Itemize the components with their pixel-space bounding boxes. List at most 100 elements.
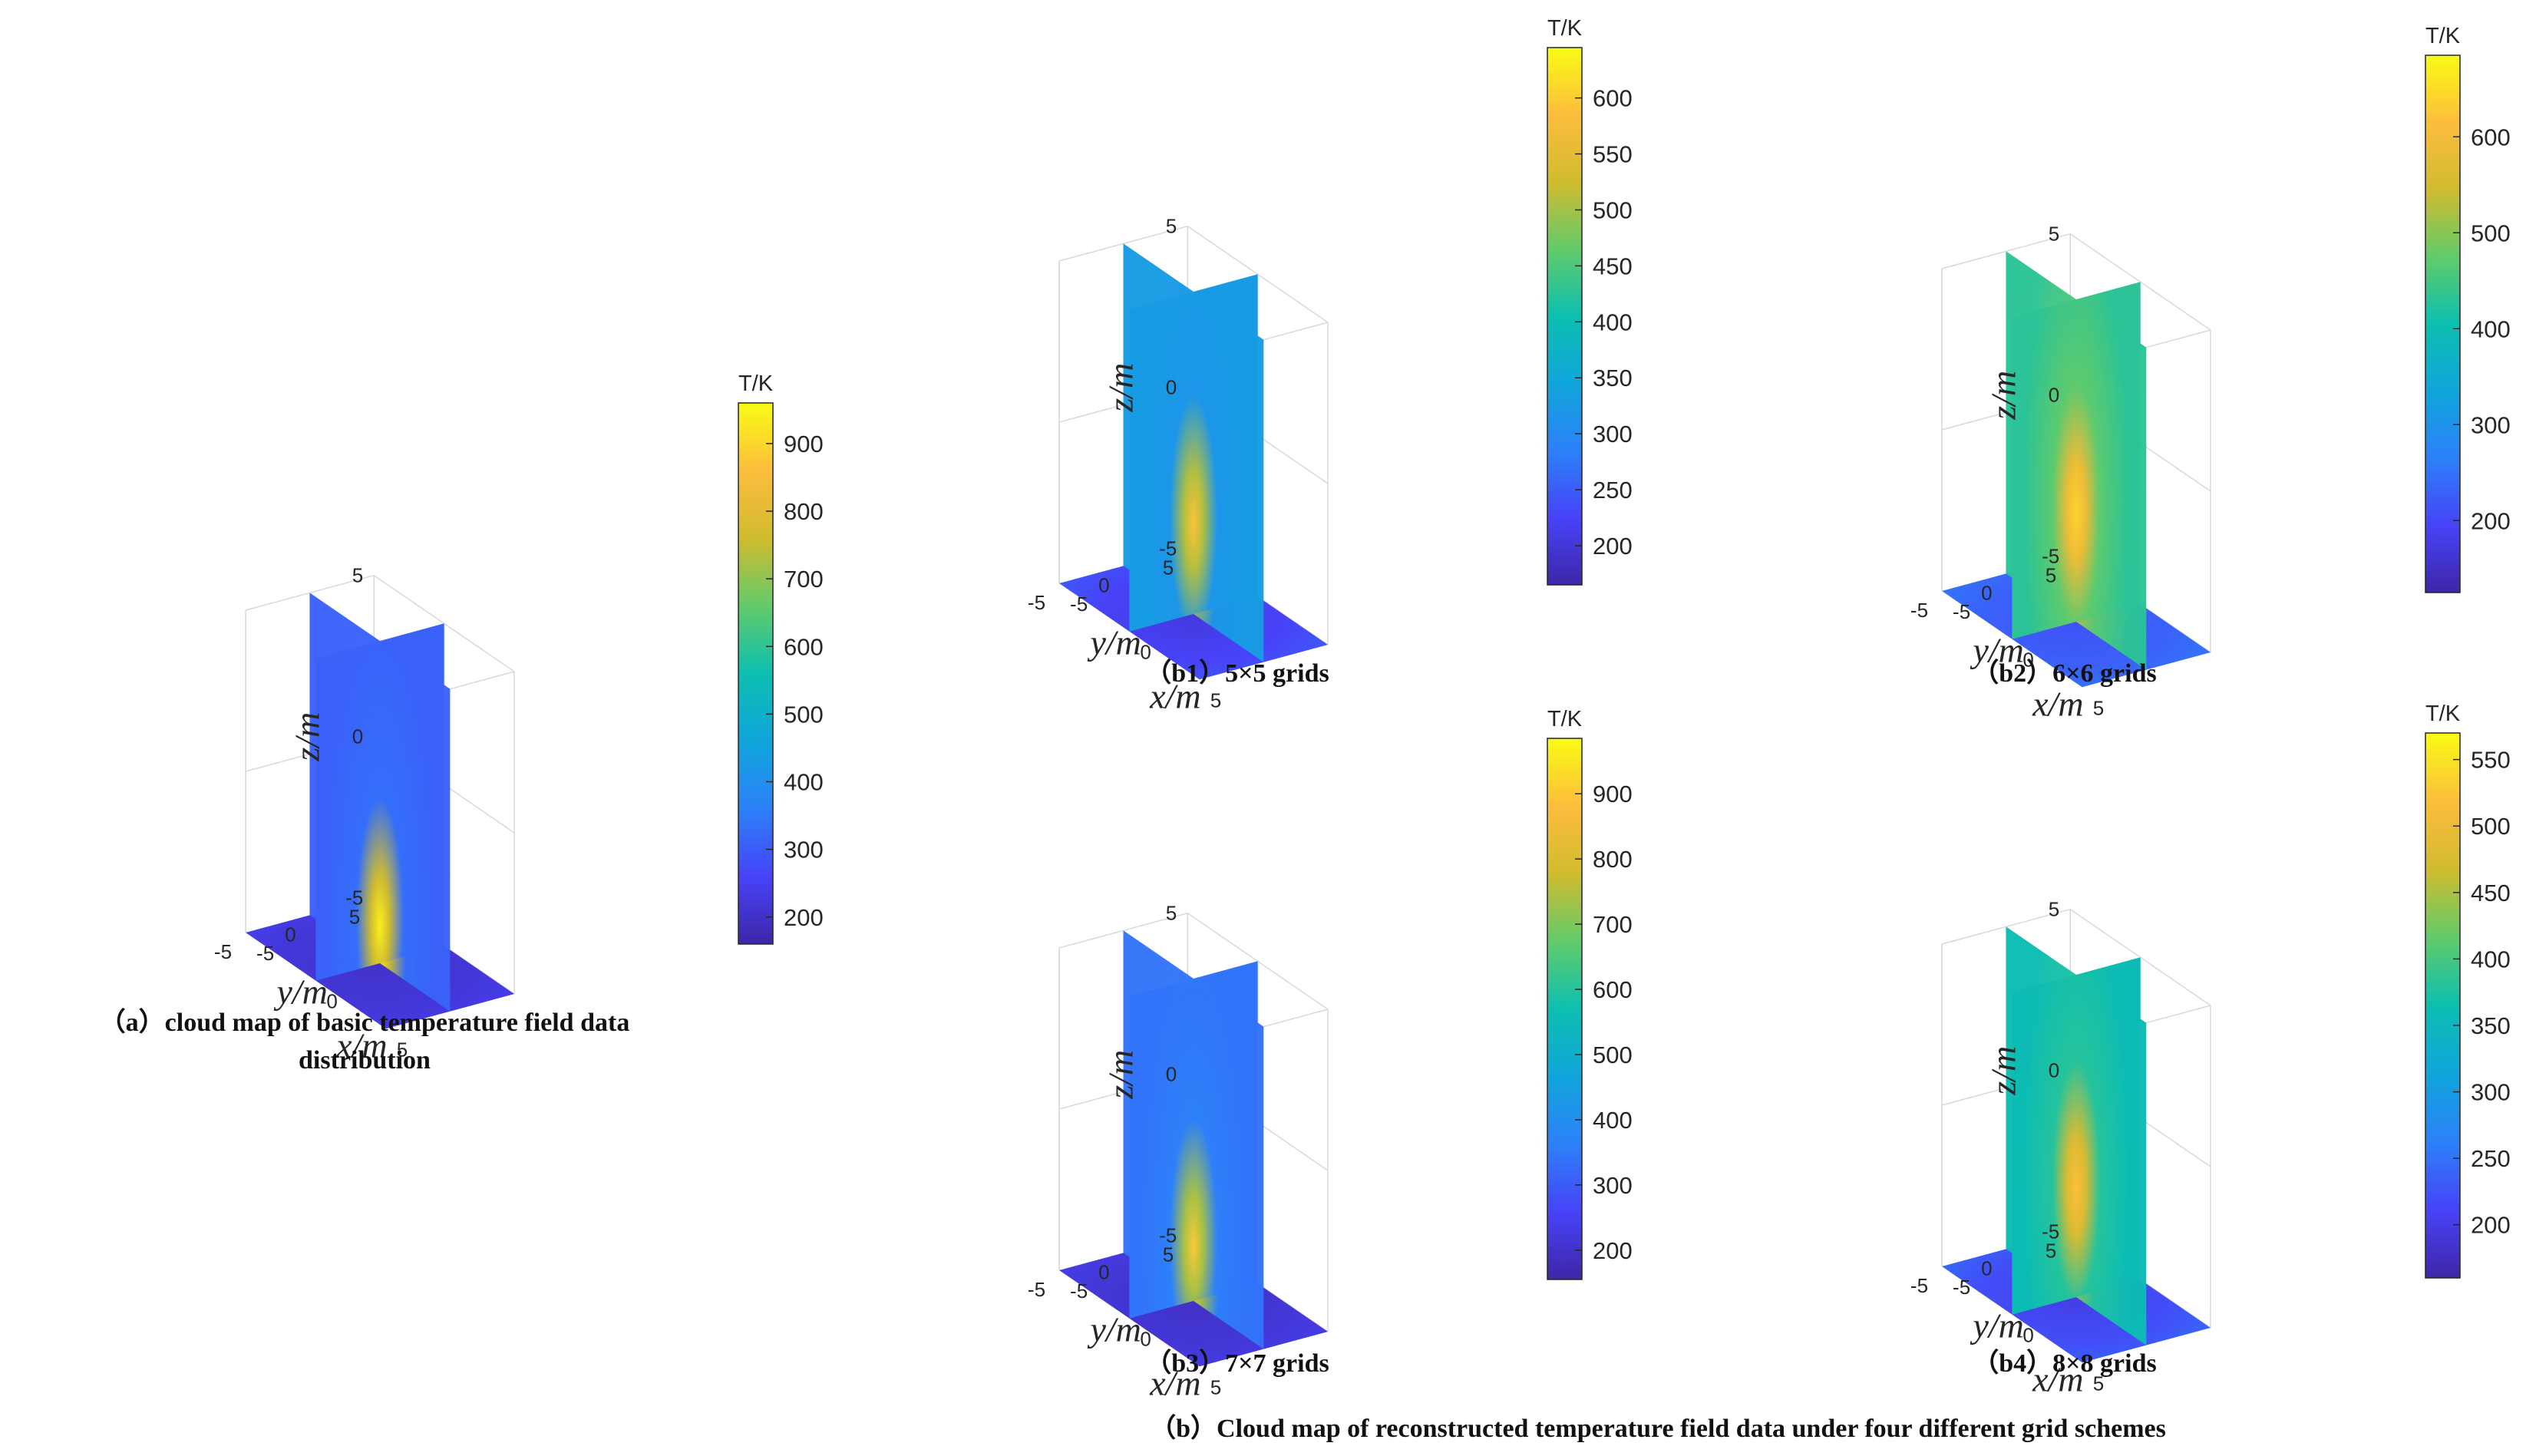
y-tick-label: 5 <box>1163 1243 1174 1266</box>
z-tick-label: 5 <box>2049 898 2059 921</box>
panel-caption: （b4）8×8 grids <box>1973 1348 2156 1378</box>
colorbar: T/K 200 250 300 350 400 450 500 550 600 <box>1547 16 1633 586</box>
x-tick-label: 0 <box>2022 1324 2033 1347</box>
colorbar-tick-label: 500 <box>1593 1042 1633 1068</box>
y-tick-label: -5 <box>214 940 232 963</box>
panel-caption-line2: distribution <box>299 1046 431 1075</box>
colorbar-tick-label: 300 <box>1593 421 1633 447</box>
colorbar-tick-label: 800 <box>1593 846 1633 873</box>
colorbar-tick-label: 450 <box>2471 880 2511 906</box>
panel-caption: （a）cloud map of basic temperature field … <box>100 1007 630 1037</box>
z-tick-label: -5 <box>1159 537 1177 560</box>
y-axis-label: y/m <box>1970 630 2023 669</box>
y-tick-label: -5 <box>1028 1278 1045 1301</box>
slice-x0 <box>2012 282 2141 639</box>
colorbar-tick-label: 600 <box>2471 124 2511 150</box>
x-axis-label: x/m <box>1149 677 1200 716</box>
y-tick-label: 0 <box>285 923 296 946</box>
slice-x0 <box>315 623 444 981</box>
colorbar-tick-label: 400 <box>2471 315 2511 342</box>
x-axis-label: x/m <box>2032 1360 2083 1399</box>
colorbar-tick-label: 500 <box>2471 220 2511 246</box>
colorbar-gradient <box>1547 47 1583 586</box>
colorbar-gradient <box>738 402 774 945</box>
slice-x0 <box>1129 274 1258 632</box>
colorbar-tick-label: 300 <box>1593 1172 1633 1199</box>
x-tick-label: 5 <box>2093 696 2104 719</box>
z-axis-label: z/m <box>1101 1050 1140 1100</box>
y-tick-label: -5 <box>1910 1274 1928 1297</box>
z-tick-label: 0 <box>352 725 363 748</box>
colorbar-tick-label: 250 <box>2471 1145 2511 1172</box>
colorbar-tick-label: 200 <box>2471 507 2511 534</box>
colorbar-tick-label: 700 <box>784 566 824 593</box>
y-tick-label: -5 <box>1028 591 1045 614</box>
x-axis-label: x/m <box>1149 1364 1200 1403</box>
colorbar-tick-label: 400 <box>784 769 824 796</box>
x-tick-label: -5 <box>1070 1279 1088 1302</box>
panel-b3: -5 0 5 5 0 -5 -5 0 5 z/m y/mx/m T/K 200 300 400 500 600 7… <box>1028 707 1633 1403</box>
colorbar-tick-label: 200 <box>1593 533 1633 560</box>
colorbar: T/K 200 300 400 500 600 700 800 900 <box>738 371 824 945</box>
z-axis-label: z/m <box>1983 1046 2022 1096</box>
y-axis-label: y/m <box>1970 1306 2023 1345</box>
y-axis-label: y/m <box>1087 622 1141 662</box>
z-tick-label: -5 <box>1159 1224 1177 1247</box>
colorbar-tick-label: 400 <box>2471 946 2511 972</box>
colorbar-gradient <box>2425 54 2461 593</box>
z-tick-label: 0 <box>2049 1059 2059 1082</box>
z-tick-label: -5 <box>2042 1220 2059 1243</box>
colorbar-tick-label: 400 <box>1593 309 1633 335</box>
colorbar-tick-label: 600 <box>1593 85 1633 112</box>
y-tick-label: 0 <box>1098 1260 1109 1283</box>
slice-x0 <box>2012 957 2141 1315</box>
x-tick-label: 0 <box>326 990 337 1013</box>
slice-x0 <box>1129 961 1258 1319</box>
y-tick-label: 0 <box>1981 581 1992 604</box>
colorbar-tick-label: 300 <box>2471 411 2511 438</box>
z-tick-label: -5 <box>2042 545 2059 568</box>
colorbar-tick-label: 550 <box>2471 747 2511 774</box>
y-tick-label: 5 <box>2046 1240 2056 1263</box>
x-tick-label: -5 <box>1953 600 1970 623</box>
colorbar: T/K 200 250 300 350 400 450 500 550 <box>2425 702 2511 1279</box>
colorbar-tick-label: 500 <box>784 701 824 728</box>
figure-caption: （b）Cloud map of reconstructed temperatur… <box>1150 1413 2166 1443</box>
colorbar-tick-label: 550 <box>1593 141 1633 168</box>
colorbar-tick-label: 200 <box>784 904 824 931</box>
colorbar-tick-label: 200 <box>1593 1237 1633 1264</box>
colorbar-tick-label: 200 <box>2471 1212 2511 1239</box>
panel-a: -5 0 5 5 0 -5 -5 0 5 z/m y/mx/m T/K 200 300 400 500 600 7… <box>100 371 824 1075</box>
colorbar-tick-label: 350 <box>2471 1012 2511 1039</box>
z-tick-label: 5 <box>1166 902 1177 925</box>
y-tick-label: 0 <box>1981 1256 1992 1279</box>
z-tick-label: 5 <box>1166 215 1177 238</box>
y-axis-label: y/m <box>273 972 327 1011</box>
colorbar-tick-label: 600 <box>784 633 824 660</box>
colorbar-tick-label: 300 <box>2471 1079 2511 1106</box>
colorbar-title: T/K <box>1547 16 1583 41</box>
z-tick-label: 0 <box>1166 1063 1177 1086</box>
colorbar-tick-label: 900 <box>1593 781 1633 807</box>
colorbar-tick-label: 900 <box>784 431 824 457</box>
colorbar-tick-label: 450 <box>1593 253 1633 279</box>
colorbar-tick-label: 700 <box>1593 911 1633 938</box>
colorbar-title: T/K <box>738 371 774 396</box>
colorbar-tick-label: 500 <box>2471 813 2511 840</box>
y-tick-label: 5 <box>2046 564 2056 587</box>
panel-caption: （b2）6×6 grids <box>1973 658 2156 688</box>
x-tick-label: 5 <box>1210 1375 1221 1398</box>
colorbar: T/K 200 300 400 500 600 <box>2425 24 2511 593</box>
z-tick-label: 5 <box>2049 223 2059 246</box>
x-tick-label: 0 <box>1140 641 1151 664</box>
x-axis-label: x/m <box>2032 685 2083 724</box>
y-tick-label: 5 <box>349 906 360 929</box>
panel-caption: （b1）5×5 grids <box>1145 658 1329 688</box>
z-axis-label: z/m <box>1983 371 2022 421</box>
y-tick-label: -5 <box>1910 599 1928 622</box>
x-tick-label: 5 <box>1210 688 1221 711</box>
x-tick-label: 0 <box>2022 649 2033 672</box>
